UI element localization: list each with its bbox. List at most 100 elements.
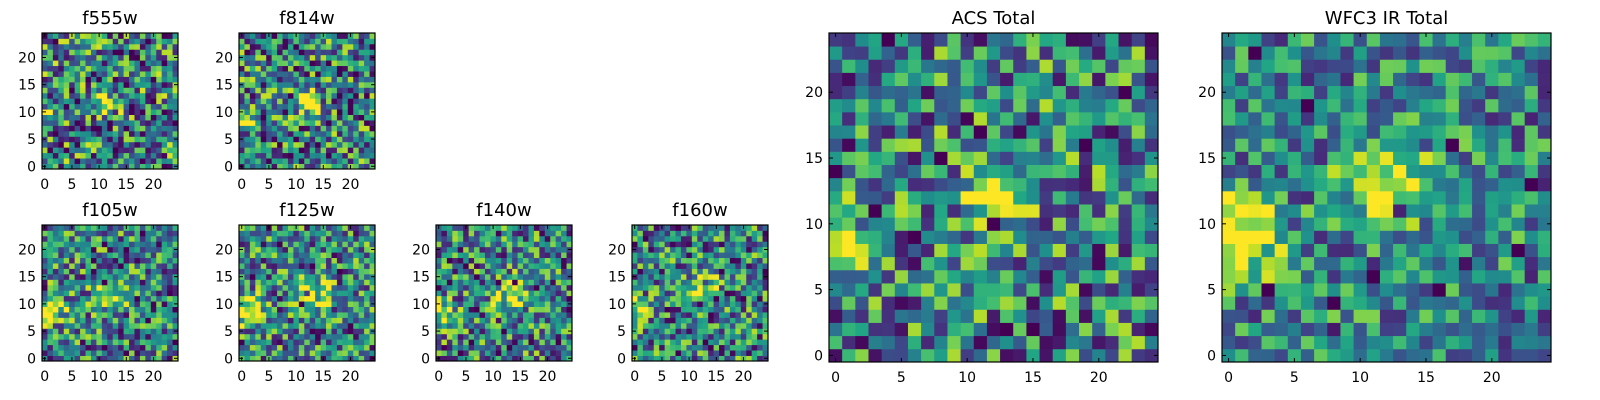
- heatmap-cell: [1105, 322, 1119, 337]
- heatmap-cell: [347, 328, 354, 335]
- heatmap-cell: [457, 230, 464, 237]
- heatmap-cell: [702, 241, 709, 248]
- heatmap-cell: [1472, 335, 1486, 350]
- heatmap-cell: [52, 246, 59, 253]
- heatmap-cell: [96, 141, 103, 148]
- heatmap-cell: [293, 322, 300, 329]
- heatmap-cell: [63, 355, 70, 362]
- heatmap-cell: [907, 190, 922, 205]
- heatmap-cell: [1013, 33, 1027, 47]
- heatmap-cell: [293, 71, 300, 77]
- y-tick-label: 15: [805, 151, 823, 167]
- heatmap-cell: [266, 235, 273, 242]
- heatmap-cell: [123, 284, 130, 291]
- heatmap-cell: [287, 301, 294, 307]
- heatmap-cell: [69, 333, 76, 340]
- heatmap-cell: [555, 268, 562, 275]
- heatmap-cell: [446, 350, 453, 356]
- heatmap-cell: [697, 301, 704, 307]
- heatmap-cell: [855, 335, 869, 350]
- heatmap-cell: [719, 279, 725, 286]
- heatmap-cell: [304, 241, 311, 248]
- heatmap-cell: [139, 49, 146, 56]
- heatmap-cell: [249, 120, 256, 126]
- heatmap-cell: [58, 225, 65, 231]
- heatmap-cell: [298, 163, 305, 170]
- heatmap-cell: [287, 235, 294, 242]
- heatmap-cell: [1458, 230, 1473, 244]
- heatmap-cell: [156, 76, 163, 83]
- heatmap-cell: [80, 76, 86, 83]
- heatmap-cell: [90, 114, 97, 121]
- heatmap-cell: [145, 268, 152, 275]
- heatmap-cell: [664, 268, 671, 275]
- heatmap-cell: [63, 125, 70, 132]
- heatmap-cell: [69, 38, 76, 45]
- heatmap-cell: [320, 109, 327, 115]
- heatmap-cell: [156, 317, 163, 324]
- heatmap-cell: [266, 317, 273, 324]
- heatmap-cell: [474, 339, 480, 346]
- heatmap-cell: [648, 230, 655, 237]
- heatmap-cell: [145, 301, 152, 307]
- heatmap-cell: [58, 92, 65, 99]
- heatmap-cell: [680, 273, 687, 280]
- heatmap-cell: [156, 130, 163, 137]
- heatmap-cell: [320, 241, 327, 248]
- heatmap-cell: [293, 295, 300, 302]
- heatmap-cell: [129, 344, 135, 351]
- heatmap-cell: [1013, 322, 1027, 337]
- heatmap-cell: [304, 38, 311, 45]
- heatmap-cell: [921, 151, 935, 165]
- heatmap-cell: [1406, 164, 1420, 179]
- heatmap-cell: [512, 312, 518, 318]
- heatmap-cell: [1366, 177, 1381, 192]
- heatmap-cell: [309, 322, 316, 329]
- heatmap-cell: [1274, 177, 1289, 192]
- heatmap-cell: [287, 230, 294, 237]
- heatmap-cell: [523, 355, 529, 362]
- heatmap-cell: [484, 317, 491, 324]
- heatmap-cell: [342, 344, 349, 351]
- heatmap-cell: [139, 317, 146, 324]
- heatmap-cell: [342, 322, 349, 329]
- heatmap-cell: [277, 350, 283, 356]
- heatmap-cell: [533, 350, 540, 356]
- heatmap-cell: [1092, 243, 1106, 258]
- heatmap-cell: [512, 235, 518, 242]
- heatmap-cell: [1261, 190, 1276, 205]
- heatmap-cell: [358, 98, 365, 105]
- heatmap-cell: [369, 98, 376, 105]
- heatmap-cell: [129, 98, 135, 105]
- heatmap-cell: [1379, 164, 1394, 179]
- heatmap-cell: [123, 147, 130, 154]
- heatmap-cell: [277, 301, 283, 307]
- heatmap-cell: [244, 350, 251, 356]
- heatmap-cell: [751, 257, 758, 264]
- heatmap-cell: [287, 273, 294, 280]
- heatmap-cell: [729, 355, 736, 362]
- heatmap-cell: [96, 284, 103, 291]
- heatmap-cell: [58, 125, 65, 132]
- heatmap-cell: [973, 85, 988, 100]
- heatmap-cell: [90, 263, 97, 269]
- heatmap-cell: [342, 147, 349, 154]
- heatmap-cell: [85, 114, 92, 121]
- heatmap-cell: [107, 344, 114, 351]
- heatmap-cell: [686, 235, 693, 242]
- heatmap-cell: [150, 290, 157, 297]
- heatmap-cell: [517, 350, 524, 356]
- heatmap-cell: [670, 290, 676, 297]
- heatmap-cell: [506, 241, 513, 248]
- heatmap-cell: [266, 328, 273, 335]
- heatmap-cell: [249, 344, 256, 351]
- heatmap-cell: [479, 301, 486, 307]
- heatmap-cell: [708, 230, 714, 237]
- heatmap-cell: [101, 158, 108, 164]
- heatmap-cell: [829, 85, 843, 100]
- heatmap-cell: [1052, 125, 1067, 139]
- heatmap-cell: [58, 76, 65, 83]
- heatmap-cell: [1039, 204, 1054, 218]
- heatmap-cell: [691, 284, 698, 291]
